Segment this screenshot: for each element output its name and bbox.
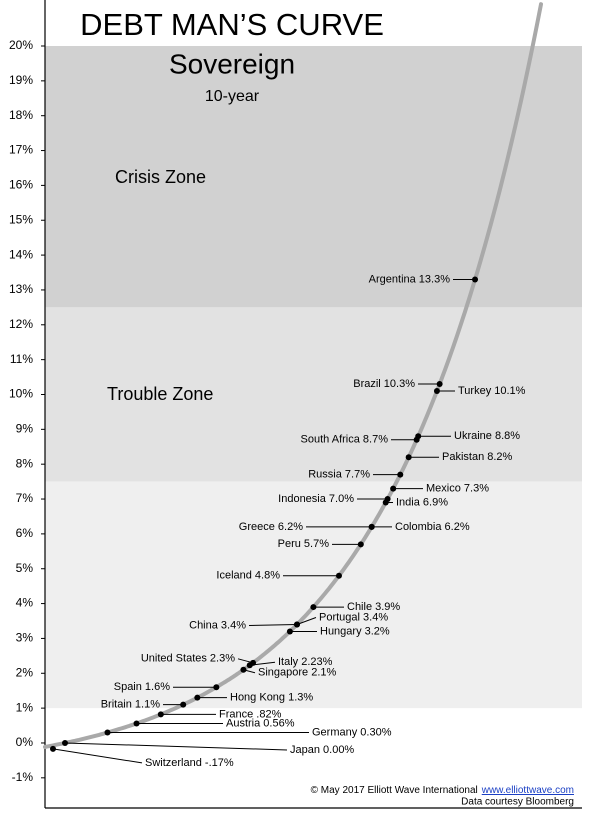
point-label: Indonesia 7.0% (278, 493, 354, 505)
y-tick-label: 1% (16, 700, 34, 714)
zone (45, 307, 582, 482)
point (310, 604, 317, 611)
point-label: France .82% (219, 708, 282, 720)
zone-label: Trouble Zone (107, 384, 213, 404)
y-tick-label: -1% (12, 770, 34, 784)
source: Data courtesy Bloomberg (461, 797, 574, 808)
credit: © May 2017 Elliott Wave International www… (311, 785, 574, 796)
point (357, 541, 364, 548)
y-tick-label: 10% (9, 387, 33, 401)
point (50, 745, 56, 752)
y-tick-label: 4% (16, 596, 34, 610)
y-tick-label: 11% (10, 352, 33, 366)
point (180, 701, 187, 708)
point-label: Russia 7.7% (308, 469, 370, 481)
point-label: Turkey 10.1% (458, 385, 526, 397)
y-tick-label: 14% (9, 247, 33, 261)
point-label: United States 2.3% (141, 653, 235, 665)
y-tick-label: 18% (9, 108, 33, 122)
leader-line (248, 623, 298, 626)
credit-link[interactable]: www.elliottwave.com (481, 785, 574, 796)
point (104, 729, 111, 736)
y-tick-label: 6% (16, 526, 34, 540)
y-tick-label: 2% (16, 665, 34, 679)
y-tick-label: 8% (16, 456, 34, 470)
point (246, 662, 253, 669)
point (382, 499, 389, 506)
leader-line (296, 617, 317, 625)
point (194, 694, 201, 701)
point-label: Germany 0.30% (312, 726, 392, 738)
point-label: Singapore 2.1% (258, 667, 336, 679)
point-label: Iceland 4.8% (216, 570, 280, 582)
credit-text: © May 2017 Elliott Wave International (311, 785, 478, 796)
point-label: Italy 2.23% (278, 656, 333, 668)
y-tick-label: 15% (9, 212, 33, 226)
y-tick-label: 3% (16, 631, 34, 645)
y-tick-label: 13% (9, 282, 33, 296)
point-label: South Africa 8.7% (301, 434, 389, 446)
point-label: Switzerland -.17% (145, 757, 234, 769)
point-label: Hungary 3.2% (320, 625, 390, 637)
point (133, 720, 140, 727)
point-label: Greece 6.2% (239, 521, 303, 533)
y-tick-label: 19% (9, 73, 33, 87)
point (286, 628, 293, 635)
y-tick-label: 12% (9, 317, 33, 331)
y-tick-label: 0% (16, 735, 34, 749)
chart-subtitle: Sovereign (169, 48, 295, 79)
leader-line (52, 748, 143, 764)
point-label: Japan 0.00% (290, 744, 354, 756)
point (472, 276, 479, 283)
y-tick-label: 17% (9, 143, 33, 157)
leader-line (249, 661, 276, 666)
point (368, 523, 375, 530)
point-label: Hong Kong 1.3% (230, 692, 313, 704)
point (397, 471, 404, 478)
zone (45, 481, 582, 709)
point-label: Austria 0.56% (226, 717, 295, 729)
point (436, 381, 443, 388)
point (335, 572, 342, 579)
point-label: Ukraine 8.8% (454, 430, 520, 442)
point (405, 454, 412, 461)
point-label: China 3.4% (189, 619, 246, 631)
y-tick-label: 20% (9, 38, 33, 52)
point (293, 621, 300, 628)
zone (45, 46, 582, 308)
point (157, 711, 164, 718)
point (240, 666, 247, 673)
point (390, 485, 397, 492)
y-tick-label: 16% (9, 178, 33, 192)
chart-title: DEBT MAN’S CURVE (80, 7, 384, 42)
point-label: Colombia 6.2% (395, 521, 470, 533)
point (62, 739, 68, 746)
curve (43, 2, 543, 749)
chart-subtitle-2: 10-year (205, 88, 260, 105)
point-label: Peru 5.7% (278, 538, 330, 550)
zone-label: Crisis Zone (115, 167, 206, 187)
y-tick-label: 9% (16, 422, 34, 436)
point-label: Chile 3.9% (347, 601, 400, 613)
point-label: Portugal 3.4% (319, 611, 388, 623)
point (213, 684, 220, 691)
leader-line (64, 742, 288, 751)
point-label: Brazil 10.3% (353, 378, 415, 390)
point-label: Spain 1.6% (114, 681, 170, 693)
point-label: Mexico 7.3% (426, 482, 489, 494)
y-tick-label: 5% (16, 561, 34, 575)
point (433, 388, 440, 395)
y-tick-label: 7% (16, 491, 34, 505)
point (413, 436, 420, 443)
point-label: Argentina 13.3% (369, 273, 451, 285)
point-label: Britain 1.1% (101, 699, 161, 711)
point-label: Pakistan 8.2% (442, 451, 513, 463)
point-label: India 6.9% (396, 496, 448, 508)
